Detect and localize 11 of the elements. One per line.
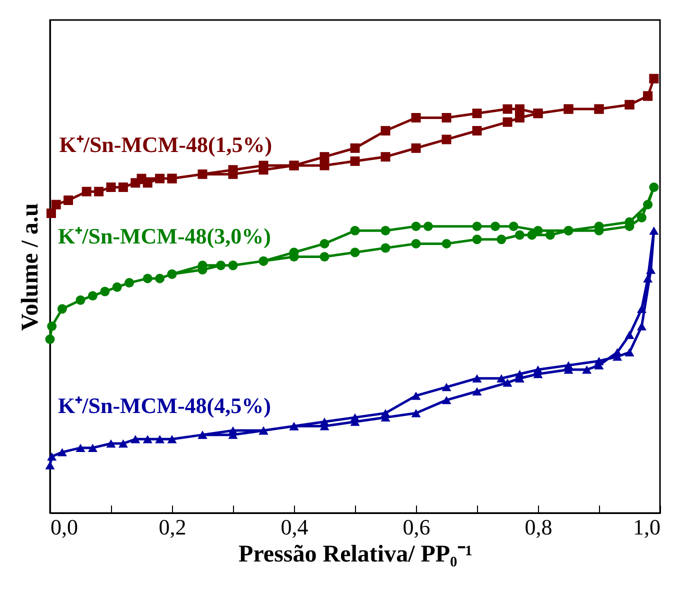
series-label: K⁺/Sn-MCM-48(4,5%) (58, 392, 271, 418)
series-label: K⁺/Sn-MCM-48(3,0%) (58, 223, 271, 248)
y-axis-title: Volume / a.u (18, 203, 44, 331)
x-tick-label: 0,2 (158, 514, 186, 540)
x-tick-label: 0,6 (402, 514, 430, 540)
x-tick-label: 0,4 (280, 514, 308, 540)
x-tick-label: 0,0 (50, 514, 78, 540)
x-tick-label: 0,8 (524, 514, 552, 540)
x-tick-label: 1,0 (633, 514, 660, 540)
series-label: K⁺/Sn-MCM-48(1,5%) (59, 132, 272, 158)
x-axis-title: Pressão Relativa/ PP₀⁻¹ (238, 542, 472, 568)
